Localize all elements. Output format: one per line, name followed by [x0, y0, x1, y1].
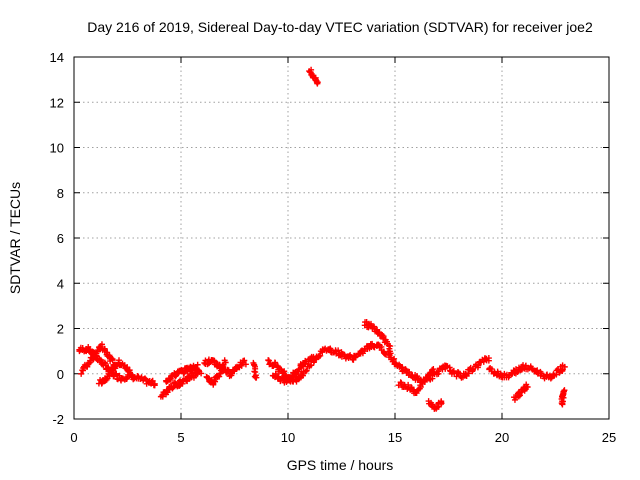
data-point — [238, 362, 245, 369]
x-tick-label: 15 — [388, 430, 402, 445]
x-axis-ticks: 0 5 10 15 20 25 — [70, 57, 616, 445]
data-point — [390, 356, 397, 363]
y-tick-label: 0 — [57, 367, 64, 382]
data-point — [310, 353, 317, 360]
data-point — [547, 375, 554, 382]
data-point — [391, 355, 398, 362]
x-tick-label: 0 — [70, 430, 77, 445]
data-point — [241, 357, 248, 364]
data-point — [302, 368, 309, 375]
x-tick-label: 5 — [177, 430, 184, 445]
y-tick-label: 8 — [57, 186, 64, 201]
data-point — [222, 359, 229, 366]
data-point — [253, 374, 260, 381]
data-point — [106, 372, 113, 379]
data-point — [430, 366, 437, 373]
data-point — [166, 376, 173, 383]
data-point — [387, 350, 394, 357]
data-point — [380, 333, 387, 340]
data-point — [524, 384, 531, 391]
y-tick-label: 6 — [57, 231, 64, 246]
y-tick-label: 10 — [50, 141, 64, 156]
data-point — [151, 380, 158, 387]
plot-frame — [73, 56, 610, 420]
y-tick-label: 12 — [50, 95, 64, 110]
gridlines — [74, 57, 609, 419]
x-axis-label: GPS time / hours — [287, 457, 394, 473]
data-point — [198, 370, 205, 377]
data-point — [465, 370, 472, 377]
data-point — [314, 80, 321, 87]
x-tick-label: 20 — [495, 430, 509, 445]
data-points — [76, 66, 568, 412]
data-point — [438, 398, 445, 405]
y-tick-label: 2 — [57, 322, 64, 337]
data-point — [128, 371, 135, 378]
data-point — [398, 380, 405, 387]
data-point — [242, 361, 249, 368]
data-point — [225, 368, 232, 375]
data-point — [78, 370, 85, 377]
y-axis-label: SDTVAR / TECUs — [7, 182, 23, 294]
data-point — [216, 373, 223, 380]
chart-title: Day 216 of 2019, Sidereal Day-to-day VTE… — [87, 19, 593, 35]
data-point — [553, 371, 560, 378]
data-point — [378, 343, 385, 350]
y-tick-label: 4 — [57, 276, 64, 291]
data-point — [475, 362, 482, 369]
data-point — [419, 380, 426, 387]
data-point — [429, 366, 436, 373]
data-point — [217, 370, 224, 377]
data-point — [485, 355, 492, 362]
y-tick-label: 14 — [50, 50, 64, 65]
data-point — [113, 371, 120, 378]
y-tick-label: -2 — [52, 412, 64, 427]
data-point — [561, 363, 568, 370]
data-point — [101, 359, 108, 366]
data-point — [387, 343, 394, 350]
x-tick-label: 25 — [602, 430, 616, 445]
data-point — [417, 383, 424, 390]
data-point — [413, 390, 420, 397]
data-point — [142, 375, 149, 382]
data-point — [335, 347, 342, 354]
data-point — [193, 365, 200, 372]
data-point — [303, 367, 310, 374]
data-point — [194, 361, 201, 368]
data-point — [488, 366, 495, 373]
data-point — [559, 401, 566, 408]
x-tick-label: 10 — [281, 430, 295, 445]
